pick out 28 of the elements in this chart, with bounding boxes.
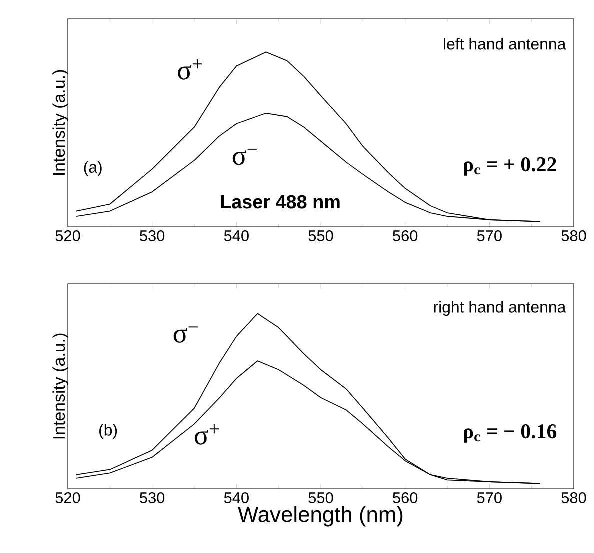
- x-tick-label: 530: [140, 492, 165, 504]
- annotation: right hand antenna: [434, 301, 566, 316]
- text: left hand antenna: [444, 38, 566, 50]
- x-tick-label: 550: [308, 230, 334, 242]
- x-tick-label: 520: [56, 230, 80, 242]
- x-tick-label: 560: [393, 492, 418, 504]
- series-label: σ$^{+}$: [178, 60, 202, 80]
- x-tick-label: 530: [140, 230, 165, 242]
- annotation: ρ$_{c}$ = + 0.22: [464, 158, 556, 176]
- series-label: σ$^{+}$: [194, 424, 219, 445]
- x-tick-label: 540: [224, 230, 249, 242]
- series-label: σ$^{−}$: [174, 326, 198, 343]
- annotation: (a): [84, 161, 102, 176]
- x-axis-title: Wavelength (nm): [238, 506, 403, 527]
- annotation: Laser 488 nm: [221, 195, 340, 209]
- x-tick-label: 580: [562, 492, 586, 504]
- y-axis-title: Intensity (a.u.): [52, 334, 68, 439]
- y-axis-title: Intensity (a.u.): [52, 70, 68, 176]
- x-tick-label: 570: [477, 492, 502, 504]
- series-label: σ$^{−}$: [232, 148, 257, 166]
- x-tick-label: 540: [224, 492, 249, 504]
- x-tick-label: 550: [308, 492, 334, 504]
- x-tick-label: 570: [477, 230, 502, 242]
- annotation: (b): [100, 424, 118, 440]
- x-tick-label: 580: [562, 230, 586, 242]
- x-tick-label: 520: [56, 492, 80, 504]
- annotation: ρ$_{c}$ = − 0.16: [464, 424, 557, 443]
- x-tick-label: 560: [393, 230, 418, 242]
